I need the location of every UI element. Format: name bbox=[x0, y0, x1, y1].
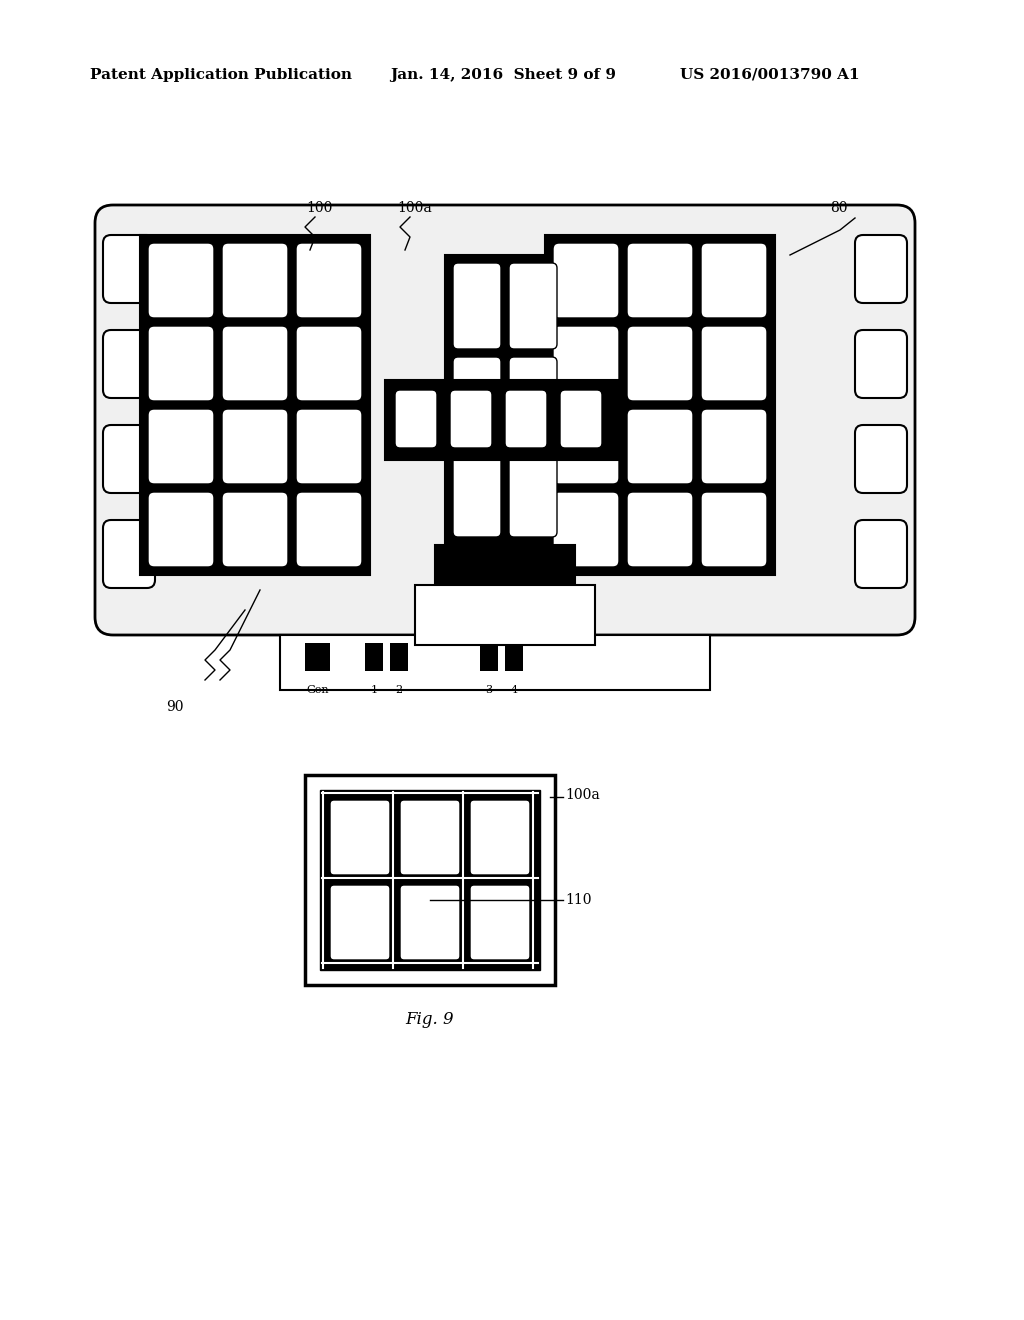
FancyBboxPatch shape bbox=[855, 425, 907, 492]
Text: Gen: Gen bbox=[306, 685, 329, 696]
Text: 100: 100 bbox=[307, 201, 333, 215]
FancyBboxPatch shape bbox=[701, 492, 767, 568]
FancyBboxPatch shape bbox=[701, 243, 767, 318]
FancyBboxPatch shape bbox=[509, 356, 557, 444]
FancyBboxPatch shape bbox=[701, 409, 767, 484]
FancyBboxPatch shape bbox=[330, 884, 390, 960]
Bar bbox=[385, 380, 625, 459]
Text: 2: 2 bbox=[395, 685, 402, 696]
FancyBboxPatch shape bbox=[560, 389, 602, 447]
FancyBboxPatch shape bbox=[148, 492, 214, 568]
Text: Patent Application Publication: Patent Application Publication bbox=[90, 69, 352, 82]
Text: 100a: 100a bbox=[565, 788, 600, 803]
Bar bbox=[140, 235, 370, 576]
FancyBboxPatch shape bbox=[103, 425, 155, 492]
Bar bbox=[480, 643, 498, 671]
Bar bbox=[305, 775, 555, 985]
FancyBboxPatch shape bbox=[103, 235, 155, 304]
FancyBboxPatch shape bbox=[222, 409, 288, 484]
FancyBboxPatch shape bbox=[453, 451, 501, 537]
FancyBboxPatch shape bbox=[450, 389, 492, 447]
FancyBboxPatch shape bbox=[553, 326, 618, 401]
FancyBboxPatch shape bbox=[400, 800, 460, 875]
FancyBboxPatch shape bbox=[627, 243, 693, 318]
Text: 4: 4 bbox=[510, 685, 517, 696]
FancyBboxPatch shape bbox=[453, 356, 501, 444]
FancyBboxPatch shape bbox=[553, 492, 618, 568]
FancyBboxPatch shape bbox=[395, 389, 437, 447]
FancyBboxPatch shape bbox=[509, 451, 557, 537]
FancyBboxPatch shape bbox=[222, 492, 288, 568]
FancyBboxPatch shape bbox=[148, 409, 214, 484]
Bar bbox=[280, 635, 710, 690]
FancyBboxPatch shape bbox=[222, 326, 288, 401]
FancyBboxPatch shape bbox=[148, 326, 214, 401]
Bar bbox=[445, 255, 565, 545]
FancyBboxPatch shape bbox=[296, 243, 362, 318]
Bar bbox=[505, 643, 523, 671]
Text: 80: 80 bbox=[830, 201, 848, 215]
FancyBboxPatch shape bbox=[553, 409, 618, 484]
FancyBboxPatch shape bbox=[505, 389, 547, 447]
FancyBboxPatch shape bbox=[330, 800, 390, 875]
FancyBboxPatch shape bbox=[400, 884, 460, 960]
FancyBboxPatch shape bbox=[855, 330, 907, 399]
Text: Jan. 14, 2016  Sheet 9 of 9: Jan. 14, 2016 Sheet 9 of 9 bbox=[390, 69, 616, 82]
FancyBboxPatch shape bbox=[627, 492, 693, 568]
Bar bbox=[415, 585, 595, 645]
FancyBboxPatch shape bbox=[701, 326, 767, 401]
Text: 3: 3 bbox=[485, 685, 493, 696]
Bar bbox=[390, 643, 408, 671]
Bar bbox=[435, 545, 575, 585]
FancyBboxPatch shape bbox=[470, 884, 530, 960]
Text: 1: 1 bbox=[371, 685, 378, 696]
Bar bbox=[545, 235, 775, 576]
FancyBboxPatch shape bbox=[553, 243, 618, 318]
Text: US 2016/0013790 A1: US 2016/0013790 A1 bbox=[680, 69, 859, 82]
FancyBboxPatch shape bbox=[470, 800, 530, 875]
Text: 100a: 100a bbox=[397, 201, 432, 215]
Bar bbox=[365, 643, 383, 671]
FancyBboxPatch shape bbox=[103, 330, 155, 399]
FancyBboxPatch shape bbox=[627, 326, 693, 401]
Bar bbox=[305, 643, 330, 671]
Bar bbox=[319, 789, 540, 970]
FancyBboxPatch shape bbox=[148, 243, 214, 318]
FancyBboxPatch shape bbox=[296, 326, 362, 401]
FancyBboxPatch shape bbox=[627, 409, 693, 484]
Text: Fig. 9: Fig. 9 bbox=[406, 1011, 455, 1028]
FancyBboxPatch shape bbox=[855, 520, 907, 587]
FancyBboxPatch shape bbox=[453, 263, 501, 348]
FancyBboxPatch shape bbox=[103, 520, 155, 587]
Text: 110: 110 bbox=[565, 894, 592, 907]
FancyBboxPatch shape bbox=[509, 263, 557, 348]
FancyBboxPatch shape bbox=[95, 205, 915, 635]
FancyBboxPatch shape bbox=[222, 243, 288, 318]
Text: 90: 90 bbox=[166, 700, 183, 714]
FancyBboxPatch shape bbox=[855, 235, 907, 304]
FancyBboxPatch shape bbox=[296, 409, 362, 484]
FancyBboxPatch shape bbox=[296, 492, 362, 568]
